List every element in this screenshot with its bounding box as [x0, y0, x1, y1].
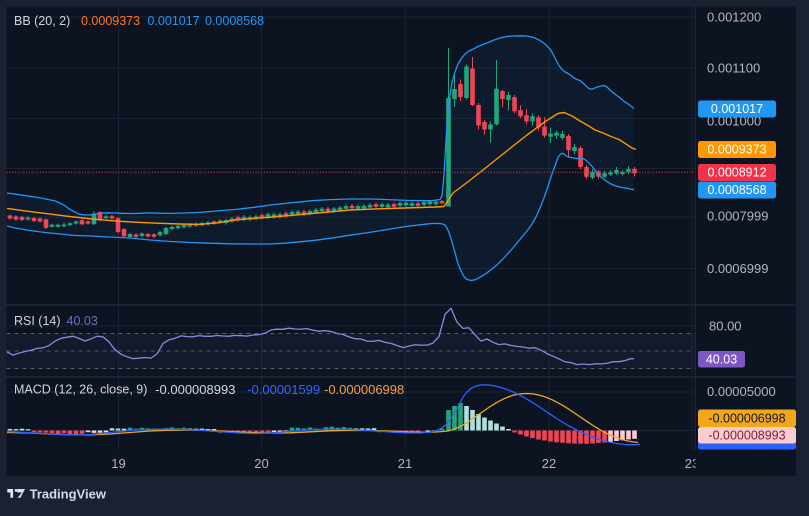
- svg-text:0.0009373: 0.0009373: [707, 143, 766, 157]
- svg-text:-0.00001599: -0.00001599: [247, 382, 320, 397]
- svg-text:MACD (12, 26, close, 9): MACD (12, 26, close, 9): [14, 383, 147, 397]
- svg-text:-0.000008993: -0.000008993: [155, 382, 235, 397]
- svg-text:0.0007999: 0.0007999: [707, 208, 768, 223]
- svg-text:0.001100: 0.001100: [707, 60, 760, 75]
- svg-text:0.0008568: 0.0008568: [205, 14, 264, 28]
- svg-text:0.001017: 0.001017: [711, 102, 763, 116]
- svg-text:0.001017: 0.001017: [148, 14, 200, 28]
- svg-text:19: 19: [111, 456, 125, 471]
- svg-text:-0.000006998: -0.000006998: [708, 411, 785, 425]
- svg-text:0.001200: 0.001200: [707, 9, 761, 24]
- svg-text:0.0008568: 0.0008568: [707, 183, 766, 197]
- svg-text:0.0009373: 0.0009373: [81, 14, 140, 28]
- svg-text:0.0006999: 0.0006999: [707, 261, 768, 276]
- svg-text:0.00005000: 0.00005000: [707, 384, 776, 399]
- svg-text:TradingView: TradingView: [30, 487, 107, 502]
- svg-text:0.0008912: 0.0008912: [707, 166, 766, 180]
- svg-text:40.03: 40.03: [67, 314, 98, 328]
- svg-text:-0.000008993: -0.000008993: [708, 428, 785, 442]
- svg-text:BB (20, 2): BB (20, 2): [14, 14, 70, 28]
- svg-text:21: 21: [398, 456, 412, 471]
- svg-text:20: 20: [254, 456, 268, 471]
- svg-text:40.03: 40.03: [706, 352, 737, 366]
- svg-text:23: 23: [685, 456, 699, 471]
- svg-text:RSI (14): RSI (14): [14, 314, 61, 328]
- svg-text:80.00: 80.00: [709, 318, 742, 333]
- svg-text:-0.000006998: -0.000006998: [324, 382, 404, 397]
- svg-text:22: 22: [542, 456, 556, 471]
